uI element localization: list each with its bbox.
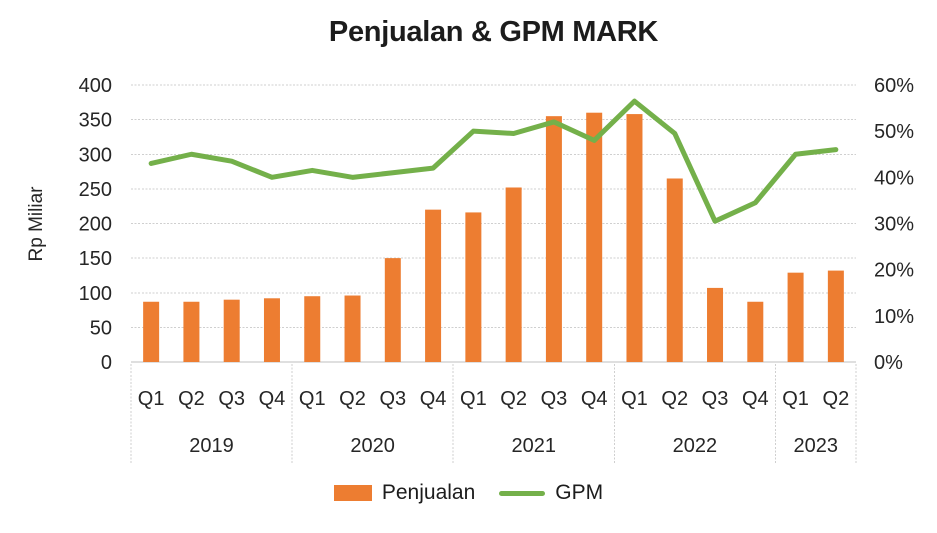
quarter-tick-label: Q1: [621, 388, 648, 410]
penjualan-bar: [304, 296, 321, 362]
year-tick-label: 2020: [350, 435, 395, 457]
legend-label-penjualan: Penjualan: [381, 481, 476, 504]
penjualan-bar: [626, 114, 643, 363]
quarter-tick-label: Q4: [420, 388, 447, 410]
penjualan-bar: [344, 295, 361, 362]
left-tick-label: 350: [79, 110, 112, 132]
left-tick-label: 300: [79, 144, 112, 166]
left-tick-label: 150: [79, 248, 112, 270]
quarter-tick-label: Q1: [138, 388, 165, 410]
quarter-tick-label: Q2: [178, 388, 205, 410]
penjualan-bar: [787, 272, 804, 362]
legend-label-gpm: GPM: [555, 481, 604, 504]
legend-item-penjualan: Penjualan: [333, 481, 476, 505]
left-axis-title: Rp Miliar: [26, 186, 47, 262]
quarter-tick-label: Q1: [782, 388, 809, 410]
quarter-tick-label: Q4: [742, 388, 769, 410]
penjualan-bar: [666, 178, 683, 362]
penjualan-bar: [425, 209, 442, 362]
right-tick-label: 40%: [874, 167, 914, 189]
year-tick-label: 2021: [512, 435, 557, 457]
quarter-tick-label: Q2: [500, 388, 527, 410]
right-tick-label: 60%: [874, 75, 914, 97]
left-tick-label: 100: [79, 283, 112, 305]
right-tick-label: 50%: [874, 121, 914, 143]
right-tick-label: 0%: [874, 352, 903, 374]
legend: Penjualan GPM: [0, 481, 937, 505]
left-tick-label: 0: [101, 352, 112, 374]
left-tick-label: 50: [90, 317, 112, 339]
year-tick-label: 2023: [793, 435, 838, 457]
right-tick-label: 30%: [874, 214, 914, 236]
right-tick-label: 20%: [874, 260, 914, 282]
penjualan-bar: [747, 301, 764, 362]
penjualan-bar: [384, 258, 401, 362]
quarter-tick-label: Q2: [661, 388, 688, 410]
right-tick-label: 10%: [874, 306, 914, 328]
left-tick-label: 400: [79, 75, 112, 97]
quarter-tick-label: Q4: [259, 388, 286, 410]
gpm-line: [148, 98, 839, 224]
quarter-tick-label: Q3: [702, 388, 729, 410]
penjualan-bar: [263, 298, 280, 362]
year-tick-label: 2019: [189, 435, 234, 457]
left-tick-label: 200: [79, 214, 112, 236]
penjualan-bar: [465, 212, 482, 362]
penjualan-bar: [827, 270, 844, 362]
quarter-tick-label: Q3: [541, 388, 568, 410]
left-tick-label: 250: [79, 179, 112, 201]
penjualan-bar: [545, 116, 562, 362]
year-tick-label: 2022: [673, 435, 718, 457]
penjualan-bar: [223, 299, 240, 362]
penjualan-bar: [586, 112, 603, 362]
penjualan-swatch-icon: [333, 485, 372, 501]
penjualan-bar: [707, 287, 724, 362]
quarter-tick-label: Q3: [218, 388, 245, 410]
penjualan-bar: [505, 187, 522, 362]
chart-title: Penjualan & GPM MARK: [328, 16, 659, 48]
legend-item-gpm: GPM: [499, 481, 603, 505]
quarter-tick-label: Q3: [379, 388, 406, 410]
quarter-tick-label: Q2: [339, 388, 366, 410]
quarter-tick-label: Q4: [581, 388, 608, 410]
penjualan-bar: [183, 301, 200, 362]
quarter-tick-label: Q1: [460, 388, 487, 410]
gpm-swatch-icon: [499, 490, 546, 496]
quarter-tick-label: Q2: [823, 388, 850, 410]
quarter-tick-label: Q1: [299, 388, 326, 410]
penjualan-bar: [143, 301, 160, 362]
